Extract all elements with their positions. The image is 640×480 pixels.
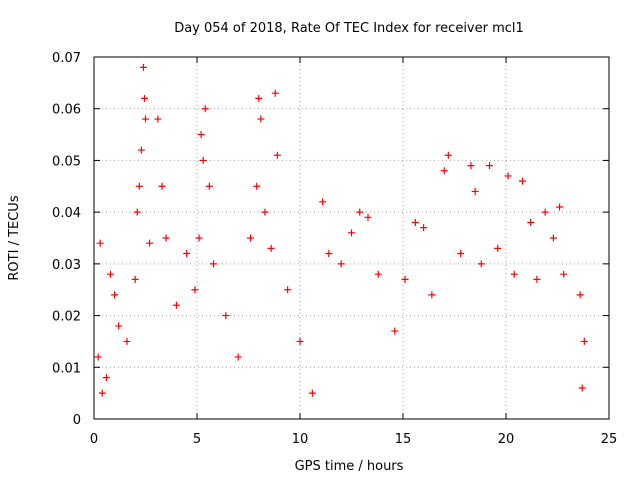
data-point: [518, 177, 526, 185]
data-point: [255, 94, 263, 102]
data-point: [111, 291, 119, 299]
data-point: [556, 203, 564, 211]
data-point: [471, 187, 479, 195]
data-point: [420, 224, 428, 232]
data-point: [133, 208, 141, 216]
data-point: [195, 234, 203, 242]
data-point: [123, 337, 131, 345]
data-point: [94, 353, 102, 361]
data-point: [494, 244, 502, 252]
data-point: [201, 105, 209, 113]
data-point: [541, 208, 549, 216]
y-tick-label: 0.01: [52, 361, 81, 376]
data-point: [139, 63, 147, 71]
data-point: [319, 198, 327, 206]
data-point: [205, 182, 213, 190]
data-point: [308, 389, 316, 397]
data-point: [374, 270, 382, 278]
data-point: [199, 156, 207, 164]
data-point: [154, 115, 162, 123]
data-point: [102, 374, 110, 382]
y-tick-label: 0.03: [52, 258, 81, 273]
data-point: [580, 337, 588, 345]
x-tick-label: 5: [193, 432, 201, 447]
data-point: [247, 234, 255, 242]
data-point: [106, 270, 114, 278]
data-point: [440, 167, 448, 175]
data-point: [401, 275, 409, 283]
data-point: [504, 172, 512, 180]
data-point: [267, 244, 275, 252]
y-tick-label: 0: [73, 413, 81, 428]
data-point: [296, 337, 304, 345]
data-point: [172, 301, 180, 309]
x-tick-label: 15: [395, 432, 412, 447]
data-point: [391, 327, 399, 335]
data-point: [158, 182, 166, 190]
data-point: [135, 182, 143, 190]
data-point: [549, 234, 557, 242]
data-point: [576, 291, 584, 299]
data-point: [411, 218, 419, 226]
data-point: [348, 229, 355, 237]
data-point: [96, 239, 104, 247]
data-point: [457, 250, 465, 258]
data-point: [131, 275, 139, 283]
data-point: [510, 270, 518, 278]
y-tick-label: 0.05: [52, 154, 81, 169]
x-tick-label: 10: [292, 432, 309, 447]
data-point: [533, 275, 541, 283]
data-point: [486, 162, 494, 170]
y-tick-label: 0.04: [52, 206, 81, 221]
data-point: [444, 151, 452, 159]
data-point: [209, 260, 217, 268]
data-point: [467, 162, 475, 170]
data-point: [428, 291, 436, 299]
y-tick-label: 0.02: [52, 310, 81, 325]
x-tick-label: 0: [90, 432, 98, 447]
data-points: [94, 63, 588, 397]
data-point: [137, 146, 145, 154]
data-point: [261, 208, 269, 216]
data-point: [364, 213, 372, 221]
data-point: [222, 312, 230, 320]
x-tick-label: 25: [601, 432, 618, 447]
chart-title: Day 054 of 2018, Rate Of TEC Index for r…: [174, 21, 524, 36]
data-point: [162, 234, 170, 242]
data-point: [197, 131, 205, 139]
data-point: [257, 115, 265, 123]
data-point: [253, 182, 261, 190]
data-point: [234, 353, 242, 361]
data-point: [337, 260, 345, 268]
data-point: [273, 151, 281, 159]
data-point: [271, 89, 279, 97]
data-point: [183, 250, 191, 258]
data-point: [477, 260, 485, 268]
data-point: [146, 239, 154, 247]
data-point: [356, 208, 364, 216]
y-tick-label: 0.06: [52, 103, 81, 118]
data-point: [142, 115, 149, 123]
data-point: [527, 218, 535, 226]
plot-frame: [93, 56, 610, 420]
data-point: [560, 270, 568, 278]
y-axis-label: ROTI / TECUs: [7, 195, 22, 280]
data-point: [578, 384, 586, 392]
data-point: [191, 286, 199, 294]
data-point: [325, 250, 333, 258]
data-point: [98, 389, 106, 397]
x-axis-label: GPS time / hours: [295, 459, 404, 474]
data-point: [115, 322, 123, 330]
y-tick-label: 0.07: [52, 51, 81, 66]
data-point: [284, 286, 292, 294]
x-tick-label: 20: [498, 432, 515, 447]
data-point: [140, 94, 148, 102]
